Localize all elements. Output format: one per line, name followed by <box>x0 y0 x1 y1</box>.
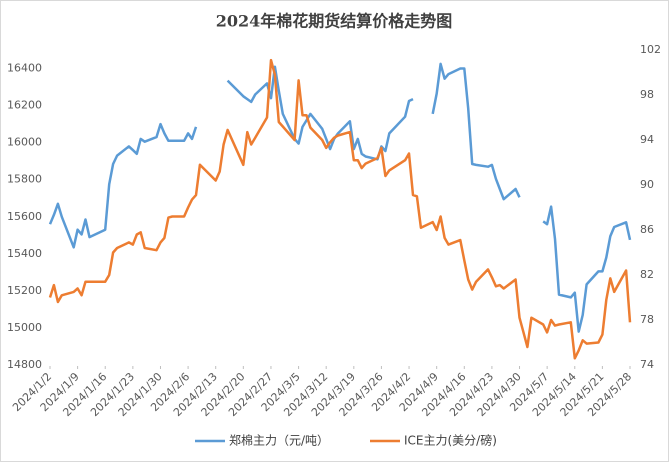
y-tick-label: 15400 <box>7 247 42 260</box>
y-tick-label: 16200 <box>7 99 42 112</box>
y2-tick-label: 78 <box>640 313 654 326</box>
series-line <box>48 58 632 360</box>
series-line <box>48 62 632 333</box>
y-tick-label: 14800 <box>7 358 42 371</box>
y-tick-label: 15800 <box>7 173 42 186</box>
y-tick-label: 15000 <box>7 321 42 334</box>
y-tick-label: 16400 <box>7 62 42 75</box>
y2-tick-label: 86 <box>640 223 654 236</box>
y2-tick-label: 90 <box>640 178 654 191</box>
y2-tick-label: 82 <box>640 268 654 281</box>
y-tick-label: 15600 <box>7 210 42 223</box>
chart-title: 2024年棉花期货结算价格走势图 <box>216 12 453 31</box>
y2-tick-label: 98 <box>640 88 654 101</box>
y2-tick-label: 94 <box>640 133 654 146</box>
y2-tick-label: 102 <box>640 43 661 56</box>
legend-label: 郑棉主力（元/吨） <box>229 433 329 448</box>
y-tick-label: 16000 <box>7 136 42 149</box>
legend-label: ICE主力(美分/磅) <box>404 433 497 448</box>
y2-tick-label: 74 <box>640 358 654 371</box>
y-tick-label: 15200 <box>7 284 42 297</box>
